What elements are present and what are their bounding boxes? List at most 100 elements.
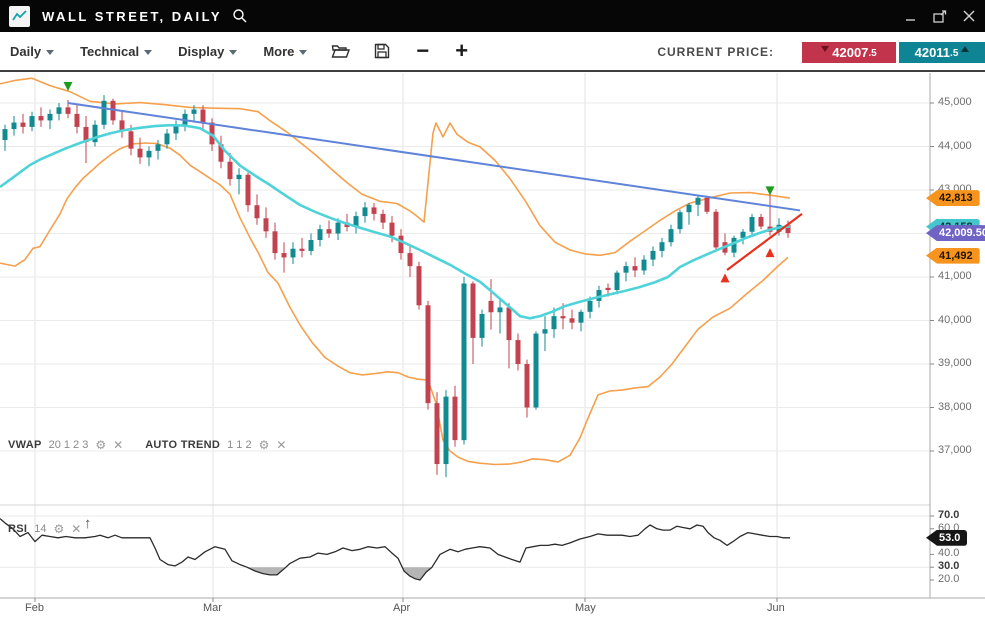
candle-body — [308, 240, 314, 251]
rsi-value-tag: 53.0 — [926, 529, 968, 546]
search-icon[interactable] — [232, 8, 248, 24]
candle-body — [641, 259, 647, 271]
rsi-expand-arrow-icon[interactable]: ↑ — [84, 515, 92, 532]
price-axis-label: 44,000 — [938, 139, 972, 152]
vwap-indicator-label: VWAP — [8, 439, 42, 451]
candle-body — [173, 124, 179, 134]
candle-body — [452, 396, 458, 441]
candle-body — [587, 300, 593, 312]
buy-price-button[interactable]: 42011.5 — [899, 41, 985, 63]
minimize-icon[interactable] — [905, 10, 917, 22]
more-menu[interactable]: More — [263, 44, 308, 59]
candle-body — [668, 229, 674, 243]
candle-body — [614, 272, 620, 291]
rsi-axis-label: 20.0 — [938, 573, 960, 585]
candle-body — [209, 122, 215, 145]
buy-price-value: 42011 — [914, 44, 951, 60]
chevron-down-icon — [229, 49, 238, 55]
rsi-oversold-fill — [247, 567, 286, 575]
candle-body — [713, 211, 719, 248]
candle-body — [200, 109, 206, 123]
sell-price-button[interactable]: 42007.5 — [802, 41, 896, 63]
window-title: WALL STREET, DAILY — [42, 8, 223, 24]
close-icon[interactable] — [963, 10, 975, 22]
series-line — [0, 518, 790, 581]
candle-body — [29, 116, 35, 127]
auto-trend-support[interactable] — [726, 213, 803, 271]
technical-menu-label: Technical — [80, 43, 140, 59]
candle-body — [785, 224, 791, 234]
title-bar: WALL STREET, DAILY — [0, 0, 985, 32]
candle-body — [740, 231, 746, 238]
vwap-remove-icon[interactable]: ✕ — [113, 438, 124, 452]
candle-body — [371, 207, 377, 214]
rsi-axis-label: 70.0 — [938, 509, 960, 521]
candle-body — [164, 133, 170, 145]
zoom-out-button[interactable]: − — [416, 38, 430, 63]
candle-body — [524, 364, 530, 408]
timeframe-menu[interactable]: Daily — [10, 43, 55, 59]
autotrend-remove-icon[interactable]: ✕ — [276, 438, 287, 452]
sell-price-decimal: .5 — [868, 48, 877, 59]
rsi-indicator-label: RSI — [8, 523, 28, 535]
open-folder-icon[interactable] — [331, 43, 351, 59]
auto-trend-resistance[interactable] — [67, 102, 801, 212]
candle-body — [425, 305, 431, 404]
rsi-indicator-row: RSI 14 ⚙ ✕ — [8, 522, 81, 536]
technical-menu[interactable]: Technical — [80, 43, 153, 59]
rsi-settings-gear-icon[interactable]: ⚙ — [53, 522, 65, 536]
candle-body — [2, 129, 8, 140]
series-line — [0, 142, 789, 466]
candle-body — [47, 113, 53, 121]
candle-body — [758, 216, 764, 227]
candle-body — [596, 290, 602, 301]
candle-body — [119, 120, 125, 132]
candle-body — [407, 253, 413, 267]
candle-body — [749, 216, 755, 232]
candle-body — [92, 124, 98, 143]
candle-body — [488, 300, 494, 313]
vwap-indicator-params: 20 1 2 3 — [48, 439, 89, 451]
candle-body — [83, 126, 89, 143]
price-axis-label: 39,000 — [938, 357, 972, 369]
candle-body — [434, 403, 440, 465]
candle-body — [470, 283, 476, 338]
save-icon[interactable] — [374, 43, 390, 59]
price-axis-label: 45,000 — [938, 96, 972, 108]
autotrend-indicator-params: 1 1 2 — [227, 439, 252, 451]
candle-body — [11, 122, 17, 130]
candle-body — [533, 333, 539, 408]
price-axis-label: 40,000 — [938, 313, 972, 326]
candle-body — [20, 122, 26, 127]
lower-band-price-tag: 41,492 — [926, 247, 980, 264]
time-axis-label: Jun — [767, 602, 785, 614]
buy-signal-marker-icon — [720, 273, 730, 283]
candle-body — [686, 204, 692, 213]
candle-body — [362, 207, 368, 217]
candle-body — [245, 174, 251, 206]
series-line — [0, 123, 791, 320]
price-axis-label: 41,000 — [938, 270, 972, 282]
candle-body — [479, 313, 485, 338]
price-up-arrow-icon — [961, 45, 970, 52]
last-price-tag: 42,009.50 — [926, 225, 985, 242]
upper-band-price-tag: 42,813 — [926, 190, 980, 207]
vwap-settings-gear-icon[interactable]: ⚙ — [95, 438, 107, 452]
timeframe-menu-label: Daily — [10, 43, 42, 59]
popout-icon[interactable] — [933, 9, 947, 23]
candle-body — [353, 216, 359, 227]
candle-body — [146, 150, 152, 158]
current-price-block: CURRENT PRICE: 42007.5 42011.5 — [657, 32, 985, 72]
candle-body — [56, 107, 62, 114]
display-menu[interactable]: Display — [178, 44, 238, 59]
buy-price-decimal: .5 — [950, 48, 959, 59]
candle-body — [605, 287, 611, 291]
time-axis-label: Mar — [203, 602, 222, 614]
sell-signal-marker-icon — [63, 81, 73, 91]
candle-body — [236, 174, 242, 180]
window-controls — [905, 0, 975, 32]
autotrend-settings-gear-icon[interactable]: ⚙ — [258, 438, 270, 452]
zoom-in-button[interactable]: + — [455, 38, 469, 63]
rsi-remove-icon[interactable]: ✕ — [71, 522, 82, 536]
